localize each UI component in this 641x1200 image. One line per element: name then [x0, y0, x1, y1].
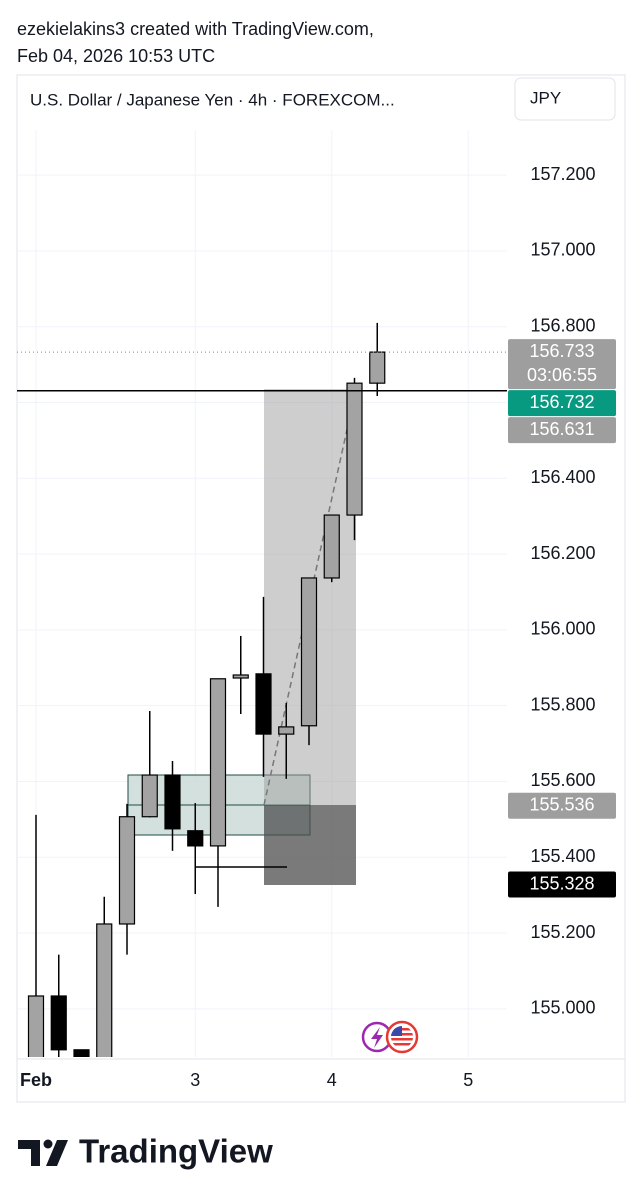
y-tick-label: 155.800 [530, 694, 595, 714]
candle-body [50, 995, 67, 1051]
y-tick-label: 156.800 [530, 315, 595, 335]
countdown: 03:06:55 [527, 365, 597, 385]
x-tick-label: 3 [190, 1070, 200, 1090]
price-label: 156.733 [529, 341, 594, 361]
candle-body [164, 774, 181, 830]
currency-label: JPY [530, 88, 561, 107]
header-line: Feb 04, 2026 10:53 UTC [17, 46, 215, 66]
currency-button[interactable] [514, 77, 616, 121]
candle-body [346, 382, 363, 516]
price-label-box [508, 871, 616, 898]
price-label-box [508, 417, 616, 444]
y-tick-label: 157.000 [530, 240, 595, 260]
price-label-box [508, 390, 616, 417]
y-tick-label: 156.000 [530, 619, 595, 639]
stop-zone [264, 805, 356, 885]
y-tick-label: 155.400 [530, 846, 595, 866]
candle-body [369, 351, 386, 384]
price-label: 156.631 [529, 419, 594, 439]
y-tick-label: 155.000 [530, 998, 595, 1018]
price-label: 155.536 [529, 794, 594, 814]
y-tick-label: 155.200 [530, 922, 595, 942]
candle-body [323, 514, 340, 579]
icons [361, 1020, 419, 1054]
y-tick-label: 156.400 [530, 467, 595, 487]
brand-name: TradingView [79, 1133, 273, 1170]
price-label: 156.732 [529, 392, 594, 412]
y-tick-label: 155.600 [530, 770, 595, 790]
flag [391, 1026, 413, 1048]
candle-body [255, 673, 272, 735]
y-tick-label: 156.200 [530, 543, 595, 563]
brand-logo: TradingView [18, 1133, 273, 1170]
candle-body [27, 995, 45, 1057]
logo-part [46, 1140, 68, 1166]
candle-body [73, 1049, 90, 1057]
candle-body [96, 923, 113, 1057]
x-tick-label: 4 [327, 1070, 337, 1090]
chart-title: U.S. Dollar / Japanese Yen · 4h · FOREXC… [30, 90, 395, 109]
candle-body [209, 678, 227, 847]
candle-body [187, 830, 204, 847]
price-label-box [508, 792, 616, 819]
price-label-box [508, 339, 616, 390]
lightning [371, 1027, 383, 1048]
candle-body [300, 577, 318, 727]
candle-body [278, 726, 295, 735]
x-tick-label: Feb [20, 1070, 52, 1090]
logo-part [18, 1140, 40, 1166]
candle-body [141, 774, 158, 818]
price-label: 155.328 [529, 873, 594, 893]
candle-body [232, 674, 249, 679]
x-tick-label: 5 [463, 1070, 473, 1090]
logo-part [43, 1139, 53, 1149]
y-tick-label: 157.200 [530, 164, 595, 184]
candle-body [118, 816, 136, 925]
header-line: ezekielakins3 created with TradingView.c… [17, 19, 374, 39]
